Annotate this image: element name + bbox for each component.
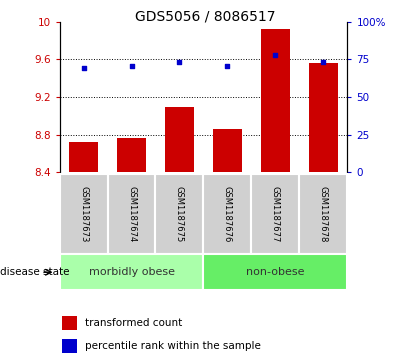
- Text: morbidly obese: morbidly obese: [88, 267, 175, 277]
- Text: GSM1187675: GSM1187675: [175, 186, 184, 242]
- Text: transformed count: transformed count: [85, 318, 183, 328]
- Bar: [62, 316, 77, 330]
- Point: [80, 65, 87, 71]
- Text: GSM1187674: GSM1187674: [127, 186, 136, 242]
- Text: GSM1187677: GSM1187677: [271, 186, 280, 242]
- Text: disease state: disease state: [0, 267, 73, 277]
- Bar: [108, 174, 155, 254]
- Bar: [117, 138, 146, 172]
- Point: [176, 60, 183, 65]
- Text: GDS5056 / 8086517: GDS5056 / 8086517: [135, 9, 276, 23]
- Bar: [69, 142, 98, 172]
- Point: [224, 63, 231, 69]
- Text: GSM1187673: GSM1187673: [79, 186, 88, 242]
- Bar: [252, 174, 299, 254]
- Bar: [60, 254, 203, 290]
- Bar: [60, 174, 108, 254]
- Point: [128, 63, 135, 69]
- Text: non-obese: non-obese: [246, 267, 305, 277]
- Text: GSM1187678: GSM1187678: [319, 186, 328, 242]
- Bar: [62, 339, 77, 353]
- Bar: [261, 29, 290, 172]
- Bar: [213, 129, 242, 172]
- Bar: [155, 174, 203, 254]
- Bar: [165, 106, 194, 172]
- Point: [320, 60, 327, 65]
- Text: percentile rank within the sample: percentile rank within the sample: [85, 341, 261, 351]
- Text: GSM1187676: GSM1187676: [223, 186, 232, 242]
- Bar: [203, 254, 347, 290]
- Bar: [309, 63, 338, 172]
- Bar: [299, 174, 347, 254]
- Bar: [203, 174, 252, 254]
- Point: [272, 52, 279, 58]
